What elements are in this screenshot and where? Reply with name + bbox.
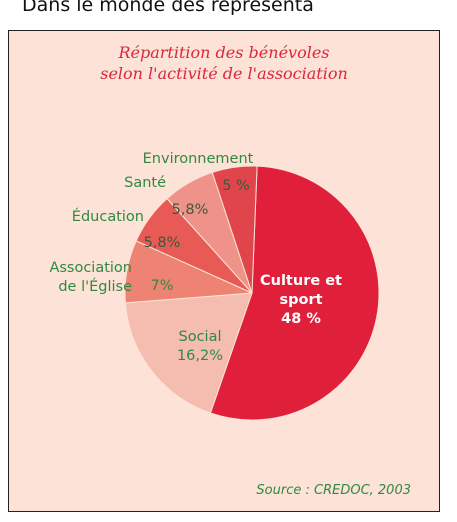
slice-label: Association de l'Église (49, 260, 132, 295)
header-text: Dans le monde des représenta (22, 0, 314, 16)
slice-label: Social (178, 329, 222, 345)
value-label: 5,8% (171, 202, 209, 218)
slice-label: Environnement (142, 151, 254, 167)
value-label: 5,8% (143, 235, 181, 251)
chart-title: Répartition des bénévoles (118, 43, 330, 62)
slice-label: Santé (124, 175, 166, 191)
pie-slice (211, 165, 258, 294)
slice-label: Éducation (71, 209, 144, 225)
value-label: 7% (150, 278, 174, 294)
source: Source : CREDOC, 2003 (256, 483, 411, 498)
value-label: 5 % (222, 178, 250, 194)
pie-slice (124, 292, 253, 414)
chart-title: selon l'activité de l'association (100, 64, 348, 83)
value-label: 48 % (281, 311, 321, 327)
slice-label: Culture et sport (260, 273, 342, 308)
value-label: 16,2% (176, 348, 224, 364)
pie-slice (209, 165, 380, 421)
